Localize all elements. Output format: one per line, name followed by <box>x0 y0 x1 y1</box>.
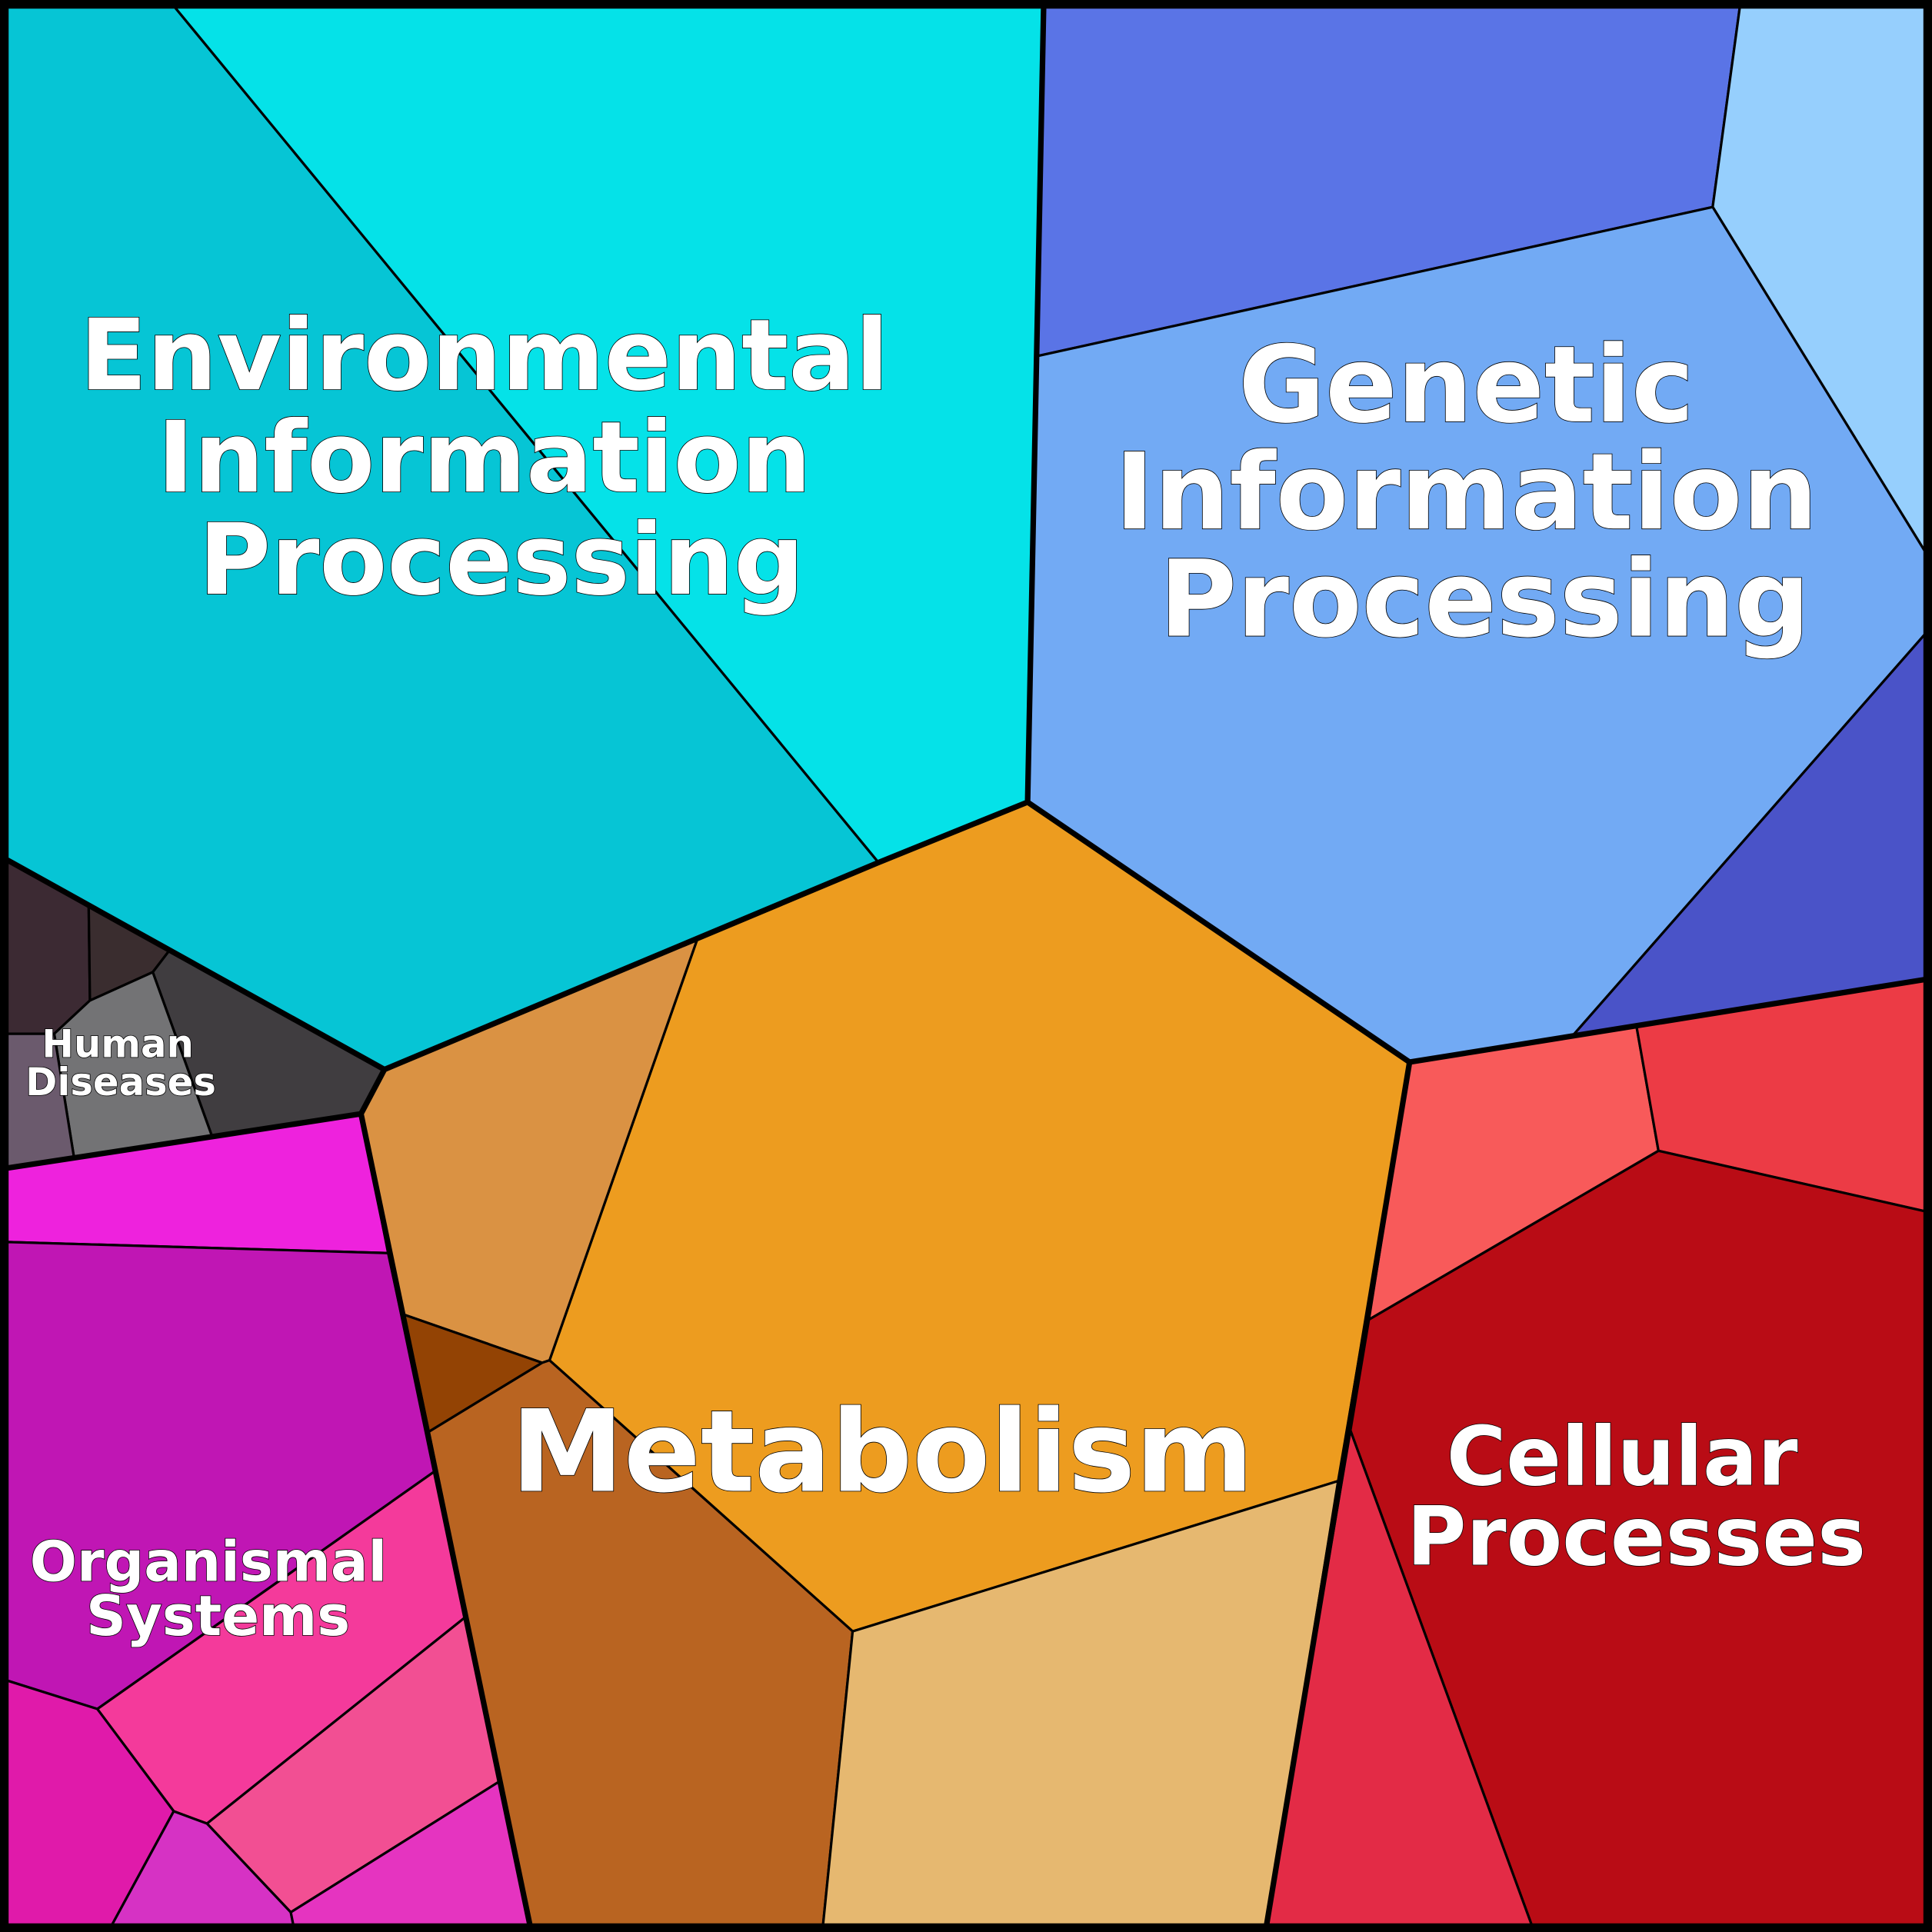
label-human-diseases: Human Diseases <box>25 1022 216 1105</box>
label-cellular: Cellular Processes <box>1407 1409 1866 1584</box>
label-genetic: Genetic Information Processing <box>1114 324 1854 661</box>
label-metabolism: Metabolism <box>511 1385 1254 1517</box>
label-organismal: Organismal Systems <box>30 1530 407 1648</box>
label-environmental: Environmental Information Processing <box>80 298 924 618</box>
group-borders <box>5 7 1925 1926</box>
